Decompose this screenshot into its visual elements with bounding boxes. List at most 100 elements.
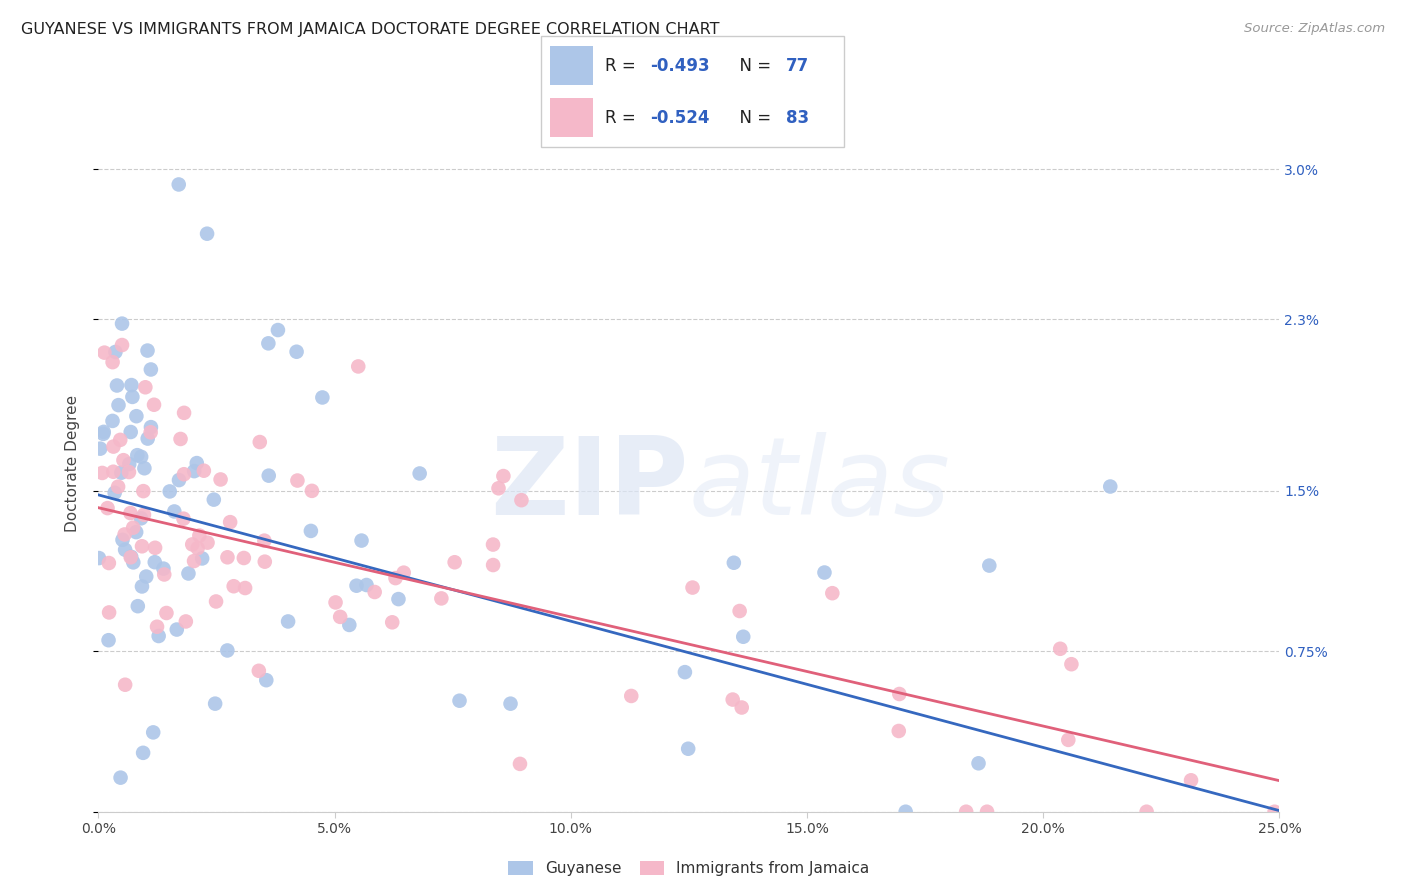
- Point: [285, 344, 308, 359]
- Point: [104, 345, 127, 359]
- Point: [219, 515, 242, 529]
- Point: [181, 537, 204, 551]
- Text: N =: N =: [728, 57, 776, 75]
- Point: [325, 595, 347, 609]
- Text: Source: ZipAtlas.com: Source: ZipAtlas.com: [1244, 22, 1385, 36]
- Point: [87, 551, 110, 566]
- Point: [363, 585, 385, 599]
- Text: 77: 77: [786, 57, 810, 75]
- Point: [155, 606, 177, 620]
- Point: [91, 466, 114, 480]
- Point: [202, 492, 225, 507]
- Point: [967, 756, 990, 771]
- Point: [167, 178, 190, 192]
- Text: GUYANESE VS IMMIGRANTS FROM JAMAICA DOCTORATE DEGREE CORRELATION CHART: GUYANESE VS IMMIGRANTS FROM JAMAICA DOCT…: [21, 22, 720, 37]
- Point: [287, 474, 309, 488]
- Point: [887, 723, 910, 738]
- Point: [821, 586, 844, 600]
- Point: [682, 581, 704, 595]
- Point: [111, 533, 134, 547]
- Point: [153, 567, 176, 582]
- Point: [976, 805, 998, 819]
- Point: [134, 461, 156, 475]
- Point: [163, 504, 186, 518]
- Point: [299, 524, 322, 538]
- Point: [346, 579, 368, 593]
- Point: [449, 694, 471, 708]
- Point: [131, 539, 153, 553]
- Point: [249, 435, 271, 450]
- Bar: [550, 98, 593, 137]
- Point: [101, 355, 124, 369]
- Point: [733, 630, 755, 644]
- Point: [96, 501, 118, 516]
- Point: [187, 541, 209, 556]
- Point: [139, 420, 162, 434]
- Text: 83: 83: [786, 109, 810, 128]
- Point: [188, 528, 211, 542]
- Point: [384, 571, 406, 585]
- Point: [813, 566, 835, 580]
- Point: [125, 525, 148, 540]
- Point: [132, 746, 155, 760]
- Point: [118, 465, 141, 479]
- Point: [146, 620, 169, 634]
- Point: [132, 508, 155, 522]
- Point: [136, 343, 159, 358]
- Point: [979, 558, 1001, 573]
- Point: [894, 805, 917, 819]
- Point: [107, 480, 129, 494]
- Legend: Guyanese, Immigrants from Jamaica: Guyanese, Immigrants from Jamaica: [501, 854, 877, 884]
- Point: [329, 610, 352, 624]
- Point: [127, 599, 149, 614]
- Text: R =: R =: [605, 57, 641, 75]
- Point: [120, 425, 142, 439]
- Point: [254, 673, 277, 688]
- Point: [120, 549, 142, 564]
- Point: [217, 643, 239, 657]
- Bar: [550, 45, 593, 85]
- Point: [253, 555, 276, 569]
- Point: [1060, 657, 1083, 672]
- Point: [129, 450, 152, 464]
- Point: [673, 665, 696, 680]
- Point: [482, 558, 505, 572]
- Point: [143, 555, 166, 569]
- Point: [1180, 773, 1202, 788]
- Point: [499, 697, 522, 711]
- Text: ZIP: ZIP: [491, 432, 689, 538]
- Text: R =: R =: [605, 109, 641, 128]
- Point: [247, 664, 270, 678]
- Point: [205, 594, 228, 608]
- Point: [1136, 805, 1159, 819]
- Point: [114, 527, 136, 541]
- Point: [392, 566, 415, 580]
- Point: [889, 687, 911, 701]
- Point: [110, 433, 132, 447]
- Point: [159, 484, 181, 499]
- Point: [91, 426, 114, 441]
- Point: [173, 406, 195, 420]
- Point: [120, 550, 142, 565]
- Point: [107, 398, 129, 412]
- Point: [152, 561, 174, 575]
- Point: [122, 521, 145, 535]
- Point: [277, 615, 299, 629]
- Point: [1099, 479, 1122, 493]
- Point: [131, 579, 153, 593]
- Point: [121, 390, 143, 404]
- Point: [356, 578, 378, 592]
- Point: [443, 555, 465, 569]
- Point: [111, 338, 134, 352]
- Point: [118, 457, 141, 471]
- Point: [350, 533, 373, 548]
- Point: [257, 468, 280, 483]
- Point: [134, 380, 156, 394]
- Point: [114, 542, 136, 557]
- Point: [509, 756, 531, 771]
- Text: atlas: atlas: [689, 433, 950, 537]
- Point: [110, 771, 132, 785]
- Point: [232, 551, 254, 566]
- Point: [136, 432, 159, 446]
- Point: [387, 592, 409, 607]
